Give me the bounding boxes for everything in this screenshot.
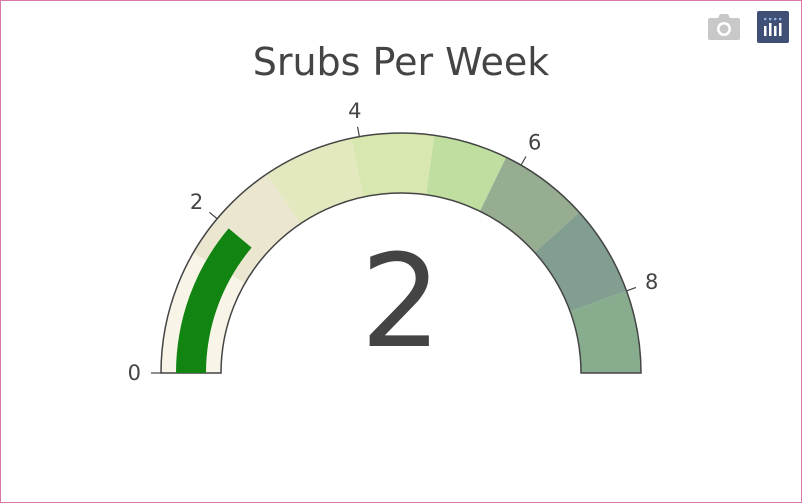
gauge-tick-2 [209, 211, 218, 220]
gauge-step-5 [479, 157, 580, 253]
gauge-step-2 [266, 138, 364, 224]
gauge-step-6 [534, 212, 627, 312]
gauge-tick-6 [520, 156, 527, 166]
gauge-tick-label-6: 6 [528, 131, 541, 155]
plotly-logo-icon[interactable] [757, 11, 789, 47]
gauge-tick-8 [626, 286, 637, 292]
chart-title: Srubs Per Week [253, 40, 550, 84]
gauge-tick-4 [356, 126, 360, 137]
gauge-outline [160, 132, 642, 374]
gauge-step-3 [351, 133, 435, 197]
gauge-bar-layer [176, 228, 252, 373]
gauge-ticks: 0 2 4 6 8 [128, 99, 659, 385]
gauge-value-bar [176, 228, 252, 373]
camera-icon[interactable] [707, 13, 741, 45]
gauge-step-7 [570, 290, 641, 373]
modebar [707, 11, 789, 47]
gauge-step-4 [426, 135, 507, 212]
gauge-tick-label-2: 2 [190, 190, 203, 214]
gauge-tick-label-8: 8 [645, 270, 658, 294]
gauge-tick-label-4: 4 [348, 99, 361, 123]
gauge-tick-label-0: 0 [128, 361, 141, 385]
gauge-value: 2 [360, 228, 441, 377]
